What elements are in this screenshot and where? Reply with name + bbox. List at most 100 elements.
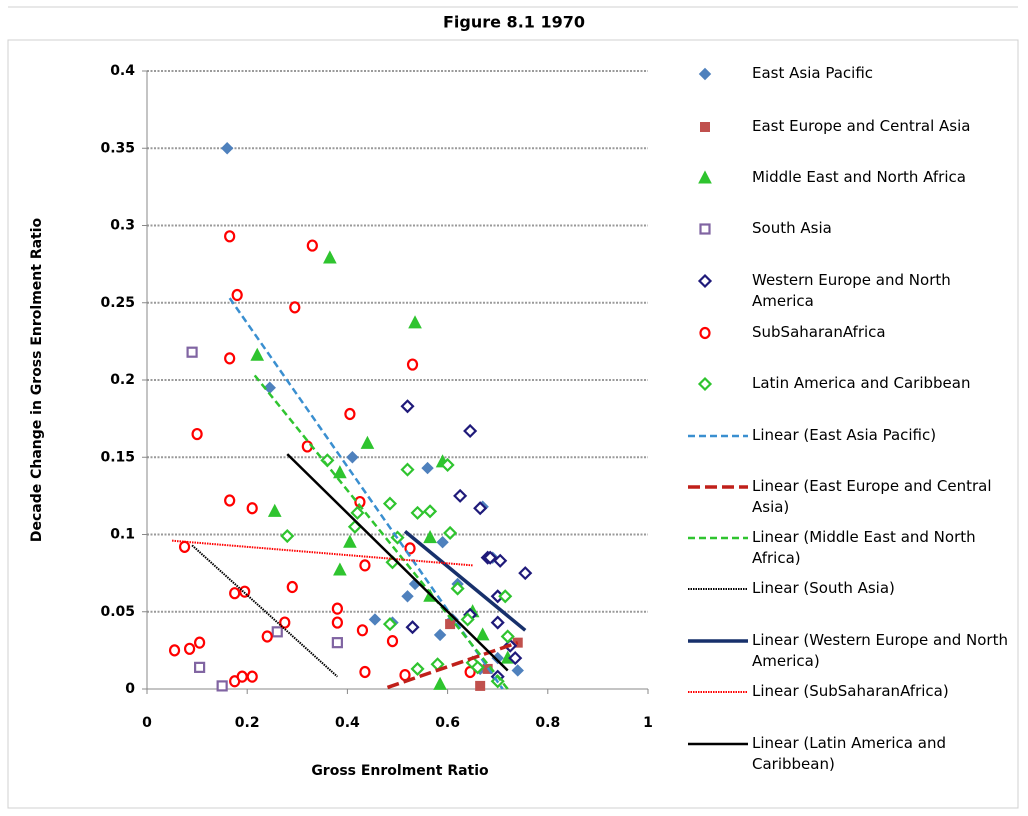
point — [408, 315, 422, 329]
point — [475, 680, 486, 691]
legend-label: Linear (Western Europe and North America… — [752, 631, 1008, 670]
x-tick-label: 0.4 — [335, 715, 360, 731]
point — [168, 644, 181, 657]
point — [267, 503, 282, 517]
trendline — [286, 453, 509, 672]
point — [360, 435, 375, 449]
chart-title: Figure 8.1 1970 — [443, 13, 585, 32]
point — [186, 346, 198, 358]
point — [178, 540, 191, 553]
point — [231, 288, 243, 302]
point — [246, 670, 258, 683]
point — [436, 536, 449, 549]
point — [423, 530, 437, 544]
point — [194, 661, 206, 673]
legend-label: South Asia — [752, 219, 832, 237]
point — [382, 617, 398, 632]
point — [280, 528, 295, 544]
point — [333, 465, 347, 479]
legend-marker — [697, 273, 713, 289]
point — [236, 670, 248, 683]
point — [271, 626, 283, 638]
legend-label: Linear (East Europe and Central Asia) — [752, 477, 992, 516]
x-axis-label: Gross Enrolment Ratio — [311, 763, 489, 779]
point — [194, 636, 206, 649]
legend-label: Linear (East Asia Pacific) — [752, 426, 937, 444]
point — [220, 142, 234, 155]
point — [453, 488, 468, 503]
point — [410, 505, 425, 520]
trendline — [171, 539, 473, 567]
point — [421, 461, 434, 475]
point — [410, 661, 425, 676]
point — [344, 407, 356, 421]
point — [224, 352, 236, 365]
point — [333, 562, 347, 576]
point — [433, 628, 447, 642]
legend-marker — [700, 122, 710, 132]
point — [224, 494, 236, 507]
point — [470, 660, 485, 675]
legend-marker — [698, 67, 712, 81]
trendline — [386, 640, 519, 690]
y-tick-label: 0.3 — [110, 218, 135, 234]
point — [346, 451, 359, 464]
legend-label: Linear (Latin America and Caribbean) — [752, 734, 946, 773]
y-tick-label: 0 — [125, 681, 135, 697]
point — [306, 239, 318, 252]
point — [401, 590, 414, 603]
trendline — [191, 544, 339, 678]
y-tick-label: 0.05 — [100, 604, 135, 620]
legend-label: Linear (SubSaharanAfrica) — [752, 682, 949, 700]
y-tick-label: 0.2 — [110, 372, 135, 388]
legend-label: Linear (South Asia) — [752, 579, 895, 597]
frame — [7, 39, 1019, 809]
point — [359, 559, 371, 572]
point — [356, 624, 369, 637]
point — [500, 629, 515, 644]
point — [191, 427, 203, 441]
point — [229, 587, 241, 600]
point — [498, 589, 513, 604]
point — [261, 630, 273, 643]
point — [323, 250, 337, 264]
point — [445, 619, 456, 630]
legend-marker — [699, 326, 711, 340]
legend-marker — [698, 170, 712, 184]
point — [423, 504, 438, 519]
point — [289, 301, 301, 314]
point — [250, 347, 265, 361]
x-tick-label: 0.2 — [235, 715, 260, 731]
point — [183, 642, 196, 655]
point — [518, 566, 533, 581]
x-tick-label: 0.6 — [435, 715, 460, 731]
point — [404, 542, 416, 555]
trendline — [403, 530, 527, 632]
y-tick-label: 0.4 — [110, 63, 135, 79]
legend-label: Western Europe and North America — [752, 271, 951, 310]
point — [450, 581, 465, 596]
legend-label: East Europe and Central Asia — [752, 117, 971, 135]
point — [463, 423, 478, 439]
point — [406, 358, 419, 371]
point — [216, 680, 228, 692]
point — [400, 399, 415, 414]
point — [433, 676, 447, 690]
point — [224, 230, 236, 243]
point — [343, 534, 357, 548]
point — [382, 496, 398, 511]
legend-label: Latin America and Caribbean — [752, 374, 971, 392]
legend-marker — [699, 223, 711, 235]
y-tick-label: 0.25 — [100, 295, 135, 311]
point — [331, 637, 343, 649]
legend-label: Middle East and North Africa — [752, 168, 966, 186]
point — [359, 665, 371, 679]
point — [400, 462, 415, 477]
y-tick-label: 0.1 — [110, 527, 135, 543]
point — [286, 580, 298, 594]
legend-marker — [697, 376, 713, 392]
point — [508, 651, 523, 666]
point — [368, 613, 382, 626]
